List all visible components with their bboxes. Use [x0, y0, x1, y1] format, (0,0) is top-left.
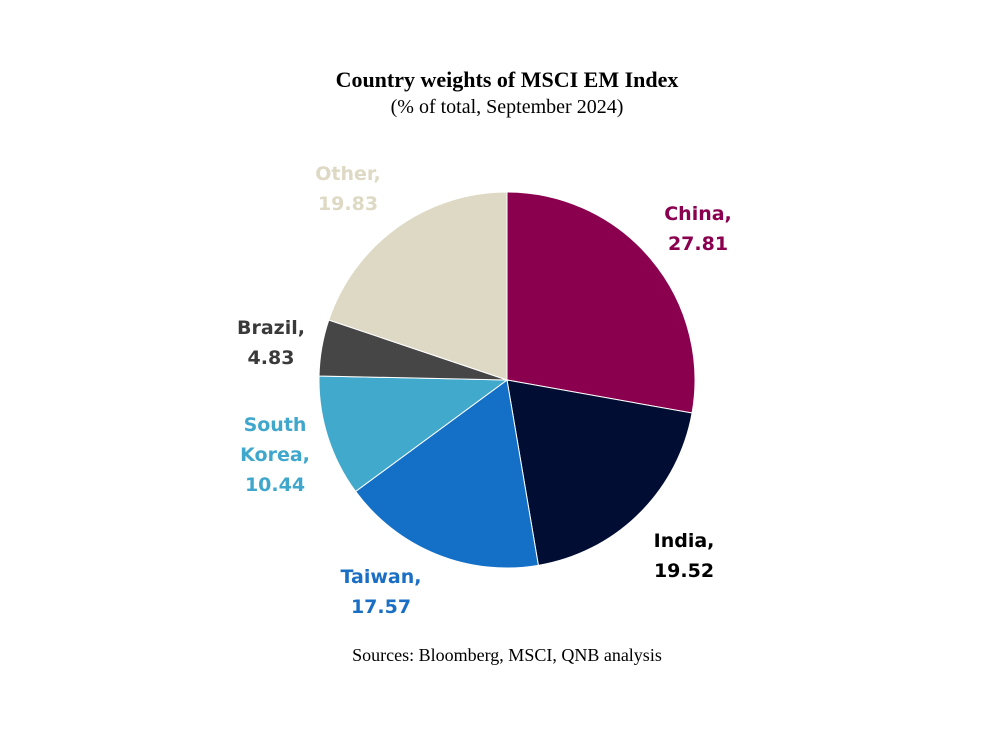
- slice-label-china: China, 27.81: [664, 203, 732, 255]
- slice-label-line: Korea,: [240, 444, 310, 466]
- slice-label-line: Brazil,: [237, 317, 305, 339]
- pie-slice-taiwan: [354, 379, 539, 569]
- slice-label-line: 10.44: [245, 474, 305, 496]
- chart-title: Country weights of MSCI EM Index: [336, 67, 679, 92]
- slice-label-brazil: Brazil, 4.83: [237, 317, 305, 369]
- pie-labels: China, 27.81 India, 19.52 Taiwan, 17.57 South K…: [237, 163, 732, 618]
- slice-label-south-korea: South Korea, 10.44: [240, 414, 310, 496]
- slice-label-line: 19.52: [654, 560, 714, 582]
- slice-label-line: 19.83: [318, 193, 378, 215]
- pie-slice-india: [506, 379, 693, 566]
- slice-label-line: 17.57: [351, 596, 411, 618]
- chart-subtitle: (% of total, September 2024): [391, 96, 624, 118]
- pie-slice-south-korea: [318, 375, 509, 493]
- slice-label-line: 27.81: [668, 233, 728, 255]
- slice-label-line: Taiwan,: [341, 566, 422, 588]
- slice-label-other: Other, 19.83: [315, 163, 380, 215]
- pie-slices: [318, 191, 696, 569]
- slice-label-line: 4.83: [248, 347, 295, 369]
- slice-label-line: Other,: [315, 163, 380, 185]
- pie-slice-other: [328, 191, 508, 381]
- slice-label-taiwan: Taiwan, 17.57: [341, 566, 422, 618]
- slice-label-line: India,: [654, 530, 715, 552]
- slice-label-line: China,: [664, 203, 732, 225]
- slice-label-india: India, 19.52: [654, 530, 715, 582]
- slice-label-line: South: [244, 414, 307, 436]
- chart-source: Sources: Bloomberg, MSCI, QNB analysis: [352, 645, 662, 665]
- pie-slice-china: [506, 191, 696, 414]
